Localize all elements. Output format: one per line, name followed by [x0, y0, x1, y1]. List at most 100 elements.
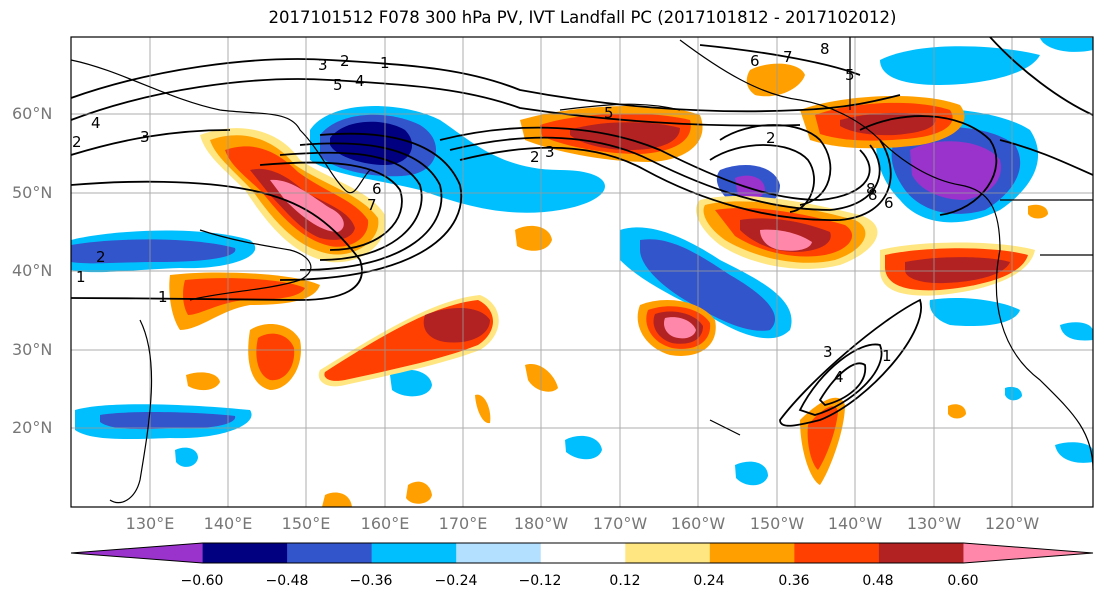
- contour-label: 4: [91, 114, 101, 132]
- colorbar-segment: [456, 543, 542, 563]
- contour-label: 1: [158, 288, 168, 306]
- positive-anomaly-region: [186, 372, 220, 391]
- positive-anomaly-region: [183, 278, 305, 315]
- contour-label: 8: [866, 180, 876, 198]
- contour-label: 6: [750, 52, 760, 70]
- contour-label: 3: [823, 343, 833, 361]
- contour-label: 6: [372, 180, 382, 198]
- graticule: [71, 37, 1093, 507]
- contour-label: 8: [868, 186, 878, 204]
- lon-label: 170°W: [592, 514, 648, 533]
- shading-layer: [71, 37, 1093, 507]
- contour-label: 1: [76, 268, 86, 286]
- colorbar-segment: [625, 543, 711, 563]
- positive-anomaly-region: [475, 394, 491, 424]
- negative-anomaly-region: [175, 447, 198, 467]
- colorbar-segment: [794, 543, 880, 563]
- colorbar-segment: [202, 543, 288, 563]
- contour-labels: 1 2 3 4 5 6 7 8 5 4 3 2 1 2 1 5 6 7 8 6 …: [72, 40, 894, 386]
- contour-label: 2: [96, 248, 106, 266]
- contour-label: 5: [845, 66, 855, 84]
- lon-label: 140°E: [203, 514, 253, 533]
- map-title: 2017101512 F078 300 hPa PV, IVT Landfall…: [268, 8, 897, 27]
- positive-anomaly-region: [807, 406, 838, 470]
- colorbar-segment: [71, 543, 203, 563]
- positive-anomaly-region: [746, 63, 805, 97]
- contour-label: 7: [367, 196, 377, 214]
- colorbar-tick-label: −0.36: [349, 573, 393, 589]
- colorbar-segment: [878, 543, 964, 563]
- coastlines: [70, 37, 1094, 504]
- contour-label: 5: [604, 104, 614, 122]
- colorbar-tick-label: −0.12: [518, 573, 562, 589]
- lon-label: 140°W: [827, 514, 883, 533]
- contour-label: 3: [545, 143, 555, 161]
- negative-anomaly-region: [735, 461, 768, 486]
- contour-label: 6: [884, 194, 894, 212]
- contour-label: 4: [834, 368, 844, 386]
- negative-anomaly-region: [1055, 442, 1093, 463]
- contour-label: 4: [355, 72, 365, 90]
- contour-label: 1: [380, 54, 390, 72]
- lat-label-30n: 30°N: [12, 340, 53, 359]
- contour-label: 2: [340, 52, 350, 70]
- lon-label: 170°E: [438, 514, 488, 533]
- negative-anomaly-region: [1005, 386, 1022, 401]
- positive-anomaly-region: [322, 492, 352, 507]
- positive-anomaly-region: [515, 225, 552, 251]
- positive-anomaly-region: [905, 257, 1010, 284]
- negative-anomaly-region: [71, 239, 236, 264]
- lon-label: 150°E: [281, 514, 331, 533]
- colorbar-segment: [287, 543, 373, 563]
- colorbar-tick-label: −0.24: [434, 573, 478, 589]
- pv-contours: [71, 37, 1093, 427]
- lat-label-50n: 50°N: [12, 183, 53, 202]
- contour-label: 3: [140, 128, 150, 146]
- colorbar-tick-label: −0.60: [180, 573, 224, 589]
- colorbar-tick-label: 0.48: [862, 573, 894, 589]
- contour-label: 1: [882, 347, 892, 365]
- lon-label: 180°W: [513, 514, 569, 533]
- negative-anomaly-region: [565, 435, 602, 460]
- contour-label: 7: [783, 48, 793, 66]
- negative-anomaly-region: [1060, 322, 1093, 341]
- negative-anomaly-region: [100, 412, 236, 430]
- positive-anomaly-region: [406, 481, 432, 504]
- lon-label: 160°E: [360, 514, 410, 533]
- lon-label: 130°W: [906, 514, 962, 533]
- negative-anomaly-region: [1040, 38, 1093, 52]
- negative-anomaly-region: [880, 46, 1040, 85]
- lat-label-20n: 20°N: [12, 418, 53, 437]
- positive-anomaly-region: [256, 333, 295, 381]
- contour-label: 3: [318, 56, 328, 74]
- contour-label: 8: [820, 40, 830, 58]
- contour-label: 2: [530, 148, 540, 166]
- colorbar-segment: [371, 543, 457, 563]
- lon-label: 130°E: [125, 514, 175, 533]
- positive-anomaly-region: [840, 112, 936, 136]
- lon-label: 160°W: [670, 514, 726, 533]
- positive-anomaly-region: [423, 308, 490, 343]
- colorbar: [70, 542, 1094, 564]
- lat-label-60n: 60°N: [12, 104, 53, 123]
- colorbar-outline: [70, 542, 1094, 564]
- negative-anomaly-region: [390, 369, 432, 397]
- colorbar-tick-label: 0.60: [947, 573, 979, 589]
- colorbar-tick-label: −0.48: [265, 573, 309, 589]
- negative-anomaly-region: [910, 141, 1001, 200]
- positive-anomaly-region: [1028, 204, 1048, 219]
- colorbar-segment: [540, 543, 626, 563]
- contour-label: 2: [766, 129, 776, 147]
- lon-label: 150°W: [749, 514, 805, 533]
- positive-anomaly-region: [760, 229, 812, 251]
- colorbar-segment: [709, 543, 795, 563]
- positive-anomaly-region: [664, 317, 696, 339]
- colorbar-segment: [963, 543, 1093, 563]
- colorbar-tick-label: 0.12: [609, 573, 641, 589]
- contour-label: 2: [72, 133, 82, 151]
- colorbar-tick-label: 0.24: [693, 573, 725, 589]
- colorbar-tick-label: 0.36: [778, 573, 810, 589]
- negative-anomaly-region: [640, 239, 776, 331]
- lon-label: 120°W: [984, 514, 1040, 533]
